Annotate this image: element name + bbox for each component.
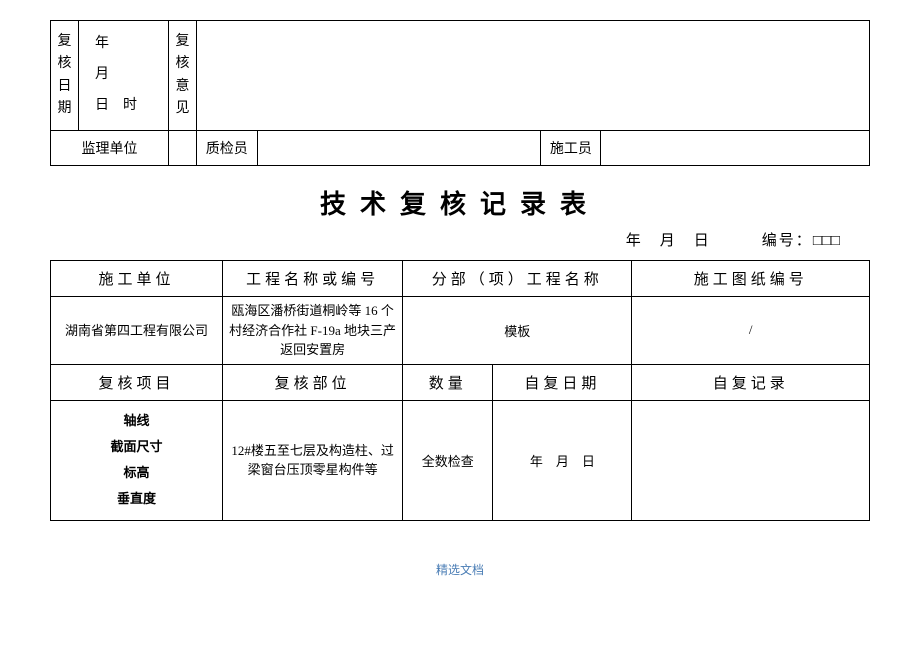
- page-title: 技术复核记录表: [50, 184, 870, 221]
- val-review-part: 12#楼五至七层及构造柱、过梁窗台压顶零星构件等: [222, 400, 402, 520]
- supervisor-unit-label: 监理单位: [51, 131, 169, 166]
- inspector-value: [257, 131, 541, 165]
- val-construction-unit: 湖南省第四工程有限公司: [51, 297, 223, 365]
- hdr-self-date: 自复日期: [493, 364, 632, 400]
- constructor-value: [601, 131, 869, 165]
- hdr-section-name: 分部（项）工程名称: [403, 261, 632, 297]
- hdr-quantity: 数量: [403, 364, 493, 400]
- hdr-drawing-no: 施工图纸编号: [632, 261, 870, 297]
- review-opinion-value: [197, 21, 870, 131]
- val-project-name: 瓯海区潘桥街道桐岭等 16 个村经济合作社 F-19a 地块三产返回安置房: [222, 297, 402, 365]
- val-quantity: 全数检查: [403, 400, 493, 520]
- hdr-self-record: 自复记录: [632, 364, 870, 400]
- review-header-table: 复核日期 年月日 时 复核意见 监理单位 质检员 施工员: [50, 20, 870, 166]
- inspector-label: 质检员: [197, 131, 257, 165]
- val-section-name: 模板: [403, 297, 632, 365]
- supervisor-unit-value: [169, 131, 197, 166]
- footer-text: 精选文档: [50, 561, 870, 578]
- review-date-value: 年月日 时: [79, 21, 169, 131]
- constructor-label: 施工员: [541, 131, 601, 165]
- val-self-record: [632, 400, 870, 520]
- hdr-construction-unit: 施工单位: [51, 261, 223, 297]
- main-table: 施工单位 工程名称或编号 分部（项）工程名称 施工图纸编号 湖南省第四工程有限公…: [50, 260, 870, 521]
- val-self-date: 年 月 日: [493, 400, 632, 520]
- hdr-review-part: 复核部位: [222, 364, 402, 400]
- val-drawing-no: /: [632, 297, 870, 365]
- hdr-project-name: 工程名称或编号: [222, 261, 402, 297]
- meta-line: 年 月 日 编号：□□□: [50, 229, 870, 250]
- review-date-label: 复核日期: [51, 21, 79, 131]
- hdr-review-item: 复核项目: [51, 364, 223, 400]
- val-review-items: 轴线截面尺寸标高垂直度: [51, 400, 223, 520]
- review-opinion-label: 复核意见: [169, 21, 197, 131]
